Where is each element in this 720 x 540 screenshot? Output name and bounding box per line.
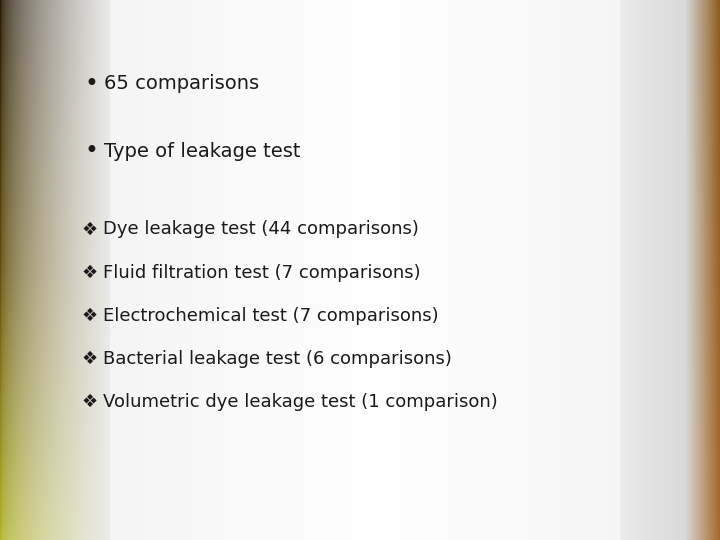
Text: ❖: ❖	[81, 307, 97, 325]
Text: Electrochemical test (7 comparisons): Electrochemical test (7 comparisons)	[103, 307, 438, 325]
Text: ❖: ❖	[81, 393, 97, 411]
Text: ❖: ❖	[81, 264, 97, 282]
Text: 65 comparisons: 65 comparisons	[104, 74, 259, 93]
Text: •: •	[85, 72, 99, 96]
Text: ❖: ❖	[81, 350, 97, 368]
Text: ❖: ❖	[81, 220, 97, 239]
Text: Type of leakage test: Type of leakage test	[104, 141, 301, 161]
Text: Fluid filtration test (7 comparisons): Fluid filtration test (7 comparisons)	[103, 264, 420, 282]
Text: Bacterial leakage test (6 comparisons): Bacterial leakage test (6 comparisons)	[103, 350, 452, 368]
Text: •: •	[85, 139, 99, 163]
Text: Volumetric dye leakage test (1 comparison): Volumetric dye leakage test (1 compariso…	[103, 393, 498, 411]
Text: Dye leakage test (44 comparisons): Dye leakage test (44 comparisons)	[103, 220, 419, 239]
